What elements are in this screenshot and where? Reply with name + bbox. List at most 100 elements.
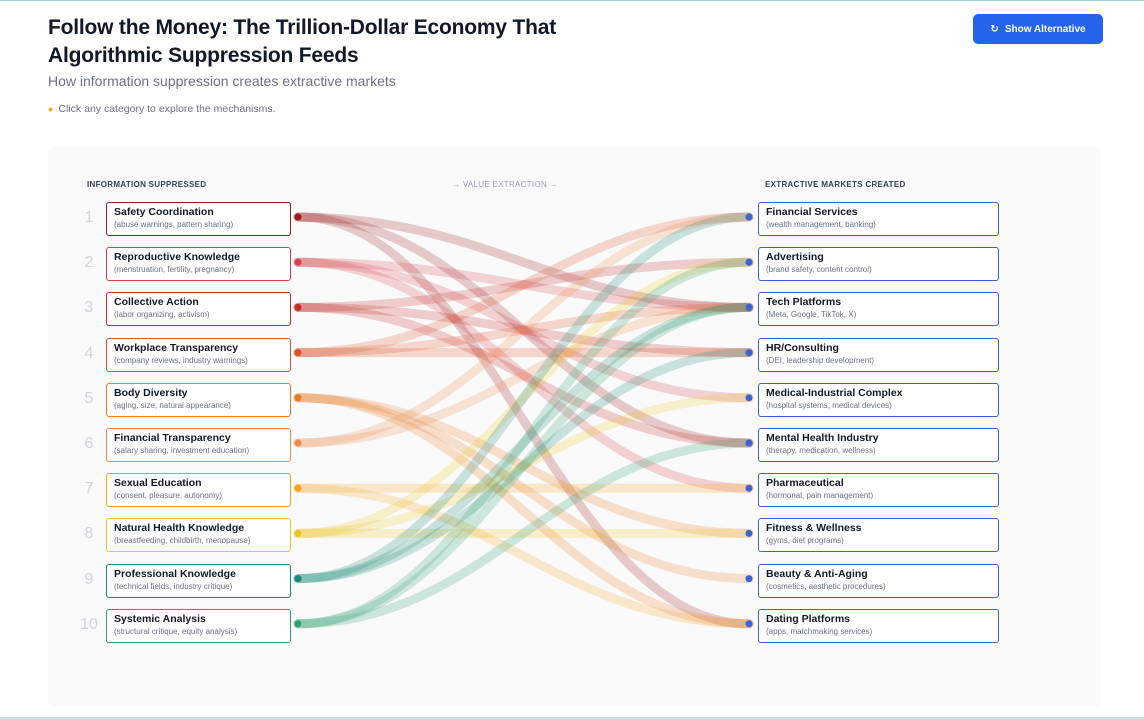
page-title: Follow the Money: The Trillion-Dollar Ec… bbox=[48, 16, 557, 67]
market-category-description: (hormonal, pain management) bbox=[766, 491, 874, 500]
source-category-name: Systemic Analysis bbox=[114, 613, 206, 625]
source-category-description: (menstruation, fertility, pregnancy) bbox=[114, 265, 235, 274]
row-number: 7 bbox=[84, 480, 94, 497]
market-category-name: Financial Services bbox=[766, 206, 858, 218]
flow-line bbox=[293, 438, 754, 629]
row-number: 10 bbox=[80, 616, 98, 633]
source-category-description: (breastfeeding, childbirth, menopause) bbox=[114, 536, 251, 545]
show-alternative-button[interactable]: ↻ Show Alternative bbox=[973, 14, 1103, 44]
flow-line bbox=[293, 483, 754, 629]
source-category-7[interactable]: Sexual Education (consent, pleasure, auto… bbox=[106, 473, 291, 507]
flow-line bbox=[293, 393, 754, 538]
market-category-2[interactable]: Advertising (brand safety, content contro… bbox=[758, 247, 999, 281]
source-connector-dot bbox=[294, 349, 302, 357]
market-category-4[interactable]: HR/Consulting (DEI, leadership developmen… bbox=[758, 338, 999, 372]
source-connector-dot bbox=[294, 439, 302, 447]
source-category-2[interactable]: Reproductive Knowledge (menstruation, fer… bbox=[106, 247, 291, 281]
market-connector-dot bbox=[745, 575, 753, 583]
source-connector-dot bbox=[294, 484, 302, 492]
market-category-1[interactable]: Financial Services (wealth management, ba… bbox=[758, 202, 999, 236]
source-category-4[interactable]: Workplace Transparency (company reviews, … bbox=[106, 338, 291, 372]
source-category-description: (salary sharing, investment education) bbox=[114, 446, 250, 455]
market-connector-dot bbox=[745, 439, 753, 447]
flow-line bbox=[293, 257, 754, 312]
row-number: 9 bbox=[84, 571, 94, 588]
market-category-description: (apps, matchmaking services) bbox=[766, 627, 873, 636]
connector-dots bbox=[294, 213, 753, 628]
market-category-8[interactable]: Fitness & Wellness (gyms, diet programs) bbox=[758, 518, 999, 552]
row-number: 2 bbox=[84, 254, 94, 271]
market-category-description: (brand safety, content control) bbox=[766, 265, 872, 274]
source-connector-dot bbox=[294, 303, 302, 311]
source-category-description: (aging, size, natural appearance) bbox=[114, 401, 231, 410]
market-category-name: Pharmaceutical bbox=[766, 477, 844, 489]
row-number: 3 bbox=[84, 299, 94, 316]
source-category-name: Professional Knowledge bbox=[114, 568, 236, 580]
flow-line bbox=[293, 212, 754, 584]
page-subtitle: How information suppression creates extr… bbox=[48, 73, 396, 89]
flow-line bbox=[293, 257, 754, 538]
source-category-5[interactable]: Body Diversity (aging, size, natural appe… bbox=[106, 383, 291, 417]
source-category-name: Natural Health Knowledge bbox=[114, 522, 245, 534]
market-connector-dot bbox=[745, 303, 753, 311]
window-bottom-border bbox=[0, 717, 1144, 720]
market-category-description: (hospital systems, medical devices) bbox=[766, 401, 892, 410]
hint-text: Click any category to explore the mechan… bbox=[58, 103, 276, 115]
source-category-name: Safety Coordination bbox=[114, 206, 214, 218]
market-category-description: (DEI, leadership development) bbox=[766, 356, 875, 365]
market-connector-dot bbox=[745, 620, 753, 628]
source-category-8[interactable]: Natural Health Knowledge (breastfeeding, … bbox=[106, 518, 291, 552]
source-category-3[interactable]: Collective Action (labor organizing, acti… bbox=[106, 292, 291, 326]
market-category-description: (cosmetics, aesthetic procedures) bbox=[766, 582, 886, 591]
market-category-description: (therapy, medication, wellness) bbox=[766, 446, 876, 455]
market-connector-dot bbox=[745, 258, 753, 266]
market-category-description: (gyms, diet programs) bbox=[766, 536, 844, 545]
source-connector-dot bbox=[294, 394, 302, 402]
source-category-description: (structural critique, equity analysis) bbox=[114, 627, 238, 636]
source-category-name: Sexual Education bbox=[114, 477, 202, 489]
row-number: 1 bbox=[84, 209, 94, 226]
market-category-3[interactable]: Tech Platforms (Meta, Google, TikTok, X) bbox=[758, 292, 999, 326]
flow-line bbox=[293, 257, 754, 312]
market-category-description: (wealth management, banking) bbox=[766, 220, 876, 229]
source-category-1[interactable]: Safety Coordination (abuse warnings, patt… bbox=[106, 202, 291, 236]
market-category-description: (Meta, Google, TikTok, X) bbox=[766, 310, 857, 319]
source-category-10[interactable]: Systemic Analysis (structural critique, e… bbox=[106, 609, 291, 643]
flow-line bbox=[293, 212, 754, 448]
market-connector-dot bbox=[745, 484, 753, 492]
row-number: 6 bbox=[84, 435, 94, 452]
market-category-9[interactable]: Beauty & Anti-Aging (cosmetics, aesthetic… bbox=[758, 564, 999, 598]
source-category-description: (technical fields, industry critique) bbox=[114, 582, 233, 591]
market-category-7[interactable]: Pharmaceutical (hormonal, pain management… bbox=[758, 473, 999, 507]
market-category-10[interactable]: Dating Platforms (apps, matchmaking servi… bbox=[758, 609, 999, 643]
hint-text-row: ● Click any category to explore the mech… bbox=[48, 103, 276, 115]
market-connector-dot bbox=[745, 349, 753, 357]
window-top-border bbox=[0, 0, 1144, 1]
flow-line bbox=[293, 212, 754, 312]
market-category-name: Advertising bbox=[766, 251, 824, 263]
row-number: 5 bbox=[84, 390, 94, 407]
market-category-6[interactable]: Mental Health Industry (therapy, medicati… bbox=[758, 428, 999, 462]
flow-lines bbox=[293, 212, 754, 629]
market-connector-dot bbox=[745, 394, 753, 402]
row-number: 4 bbox=[84, 345, 94, 362]
flow-line bbox=[293, 302, 754, 584]
flow-line bbox=[293, 212, 754, 448]
left-column-header: INFORMATION SUPPRESSED bbox=[87, 180, 207, 189]
source-connector-dot bbox=[294, 213, 302, 221]
market-connector-dot bbox=[745, 529, 753, 537]
flow-line bbox=[293, 393, 754, 584]
source-category-9[interactable]: Professional Knowledge (technical fields,… bbox=[106, 564, 291, 598]
refresh-icon: ↻ bbox=[990, 23, 999, 35]
source-connector-dot bbox=[294, 620, 302, 628]
source-category-6[interactable]: Financial Transparency (salary sharing, i… bbox=[106, 428, 291, 462]
middle-column-header: → VALUE EXTRACTION → bbox=[452, 180, 558, 189]
market-category-5[interactable]: Medical-Industrial Complex (hospital syst… bbox=[758, 383, 999, 417]
flow-line bbox=[293, 302, 754, 448]
lightbulb-icon: ● bbox=[48, 104, 54, 114]
market-category-name: Fitness & Wellness bbox=[766, 522, 862, 534]
source-category-description: (abuse warnings, pattern sharing) bbox=[114, 220, 234, 229]
flow-line bbox=[293, 257, 754, 493]
flow-line bbox=[293, 302, 754, 358]
